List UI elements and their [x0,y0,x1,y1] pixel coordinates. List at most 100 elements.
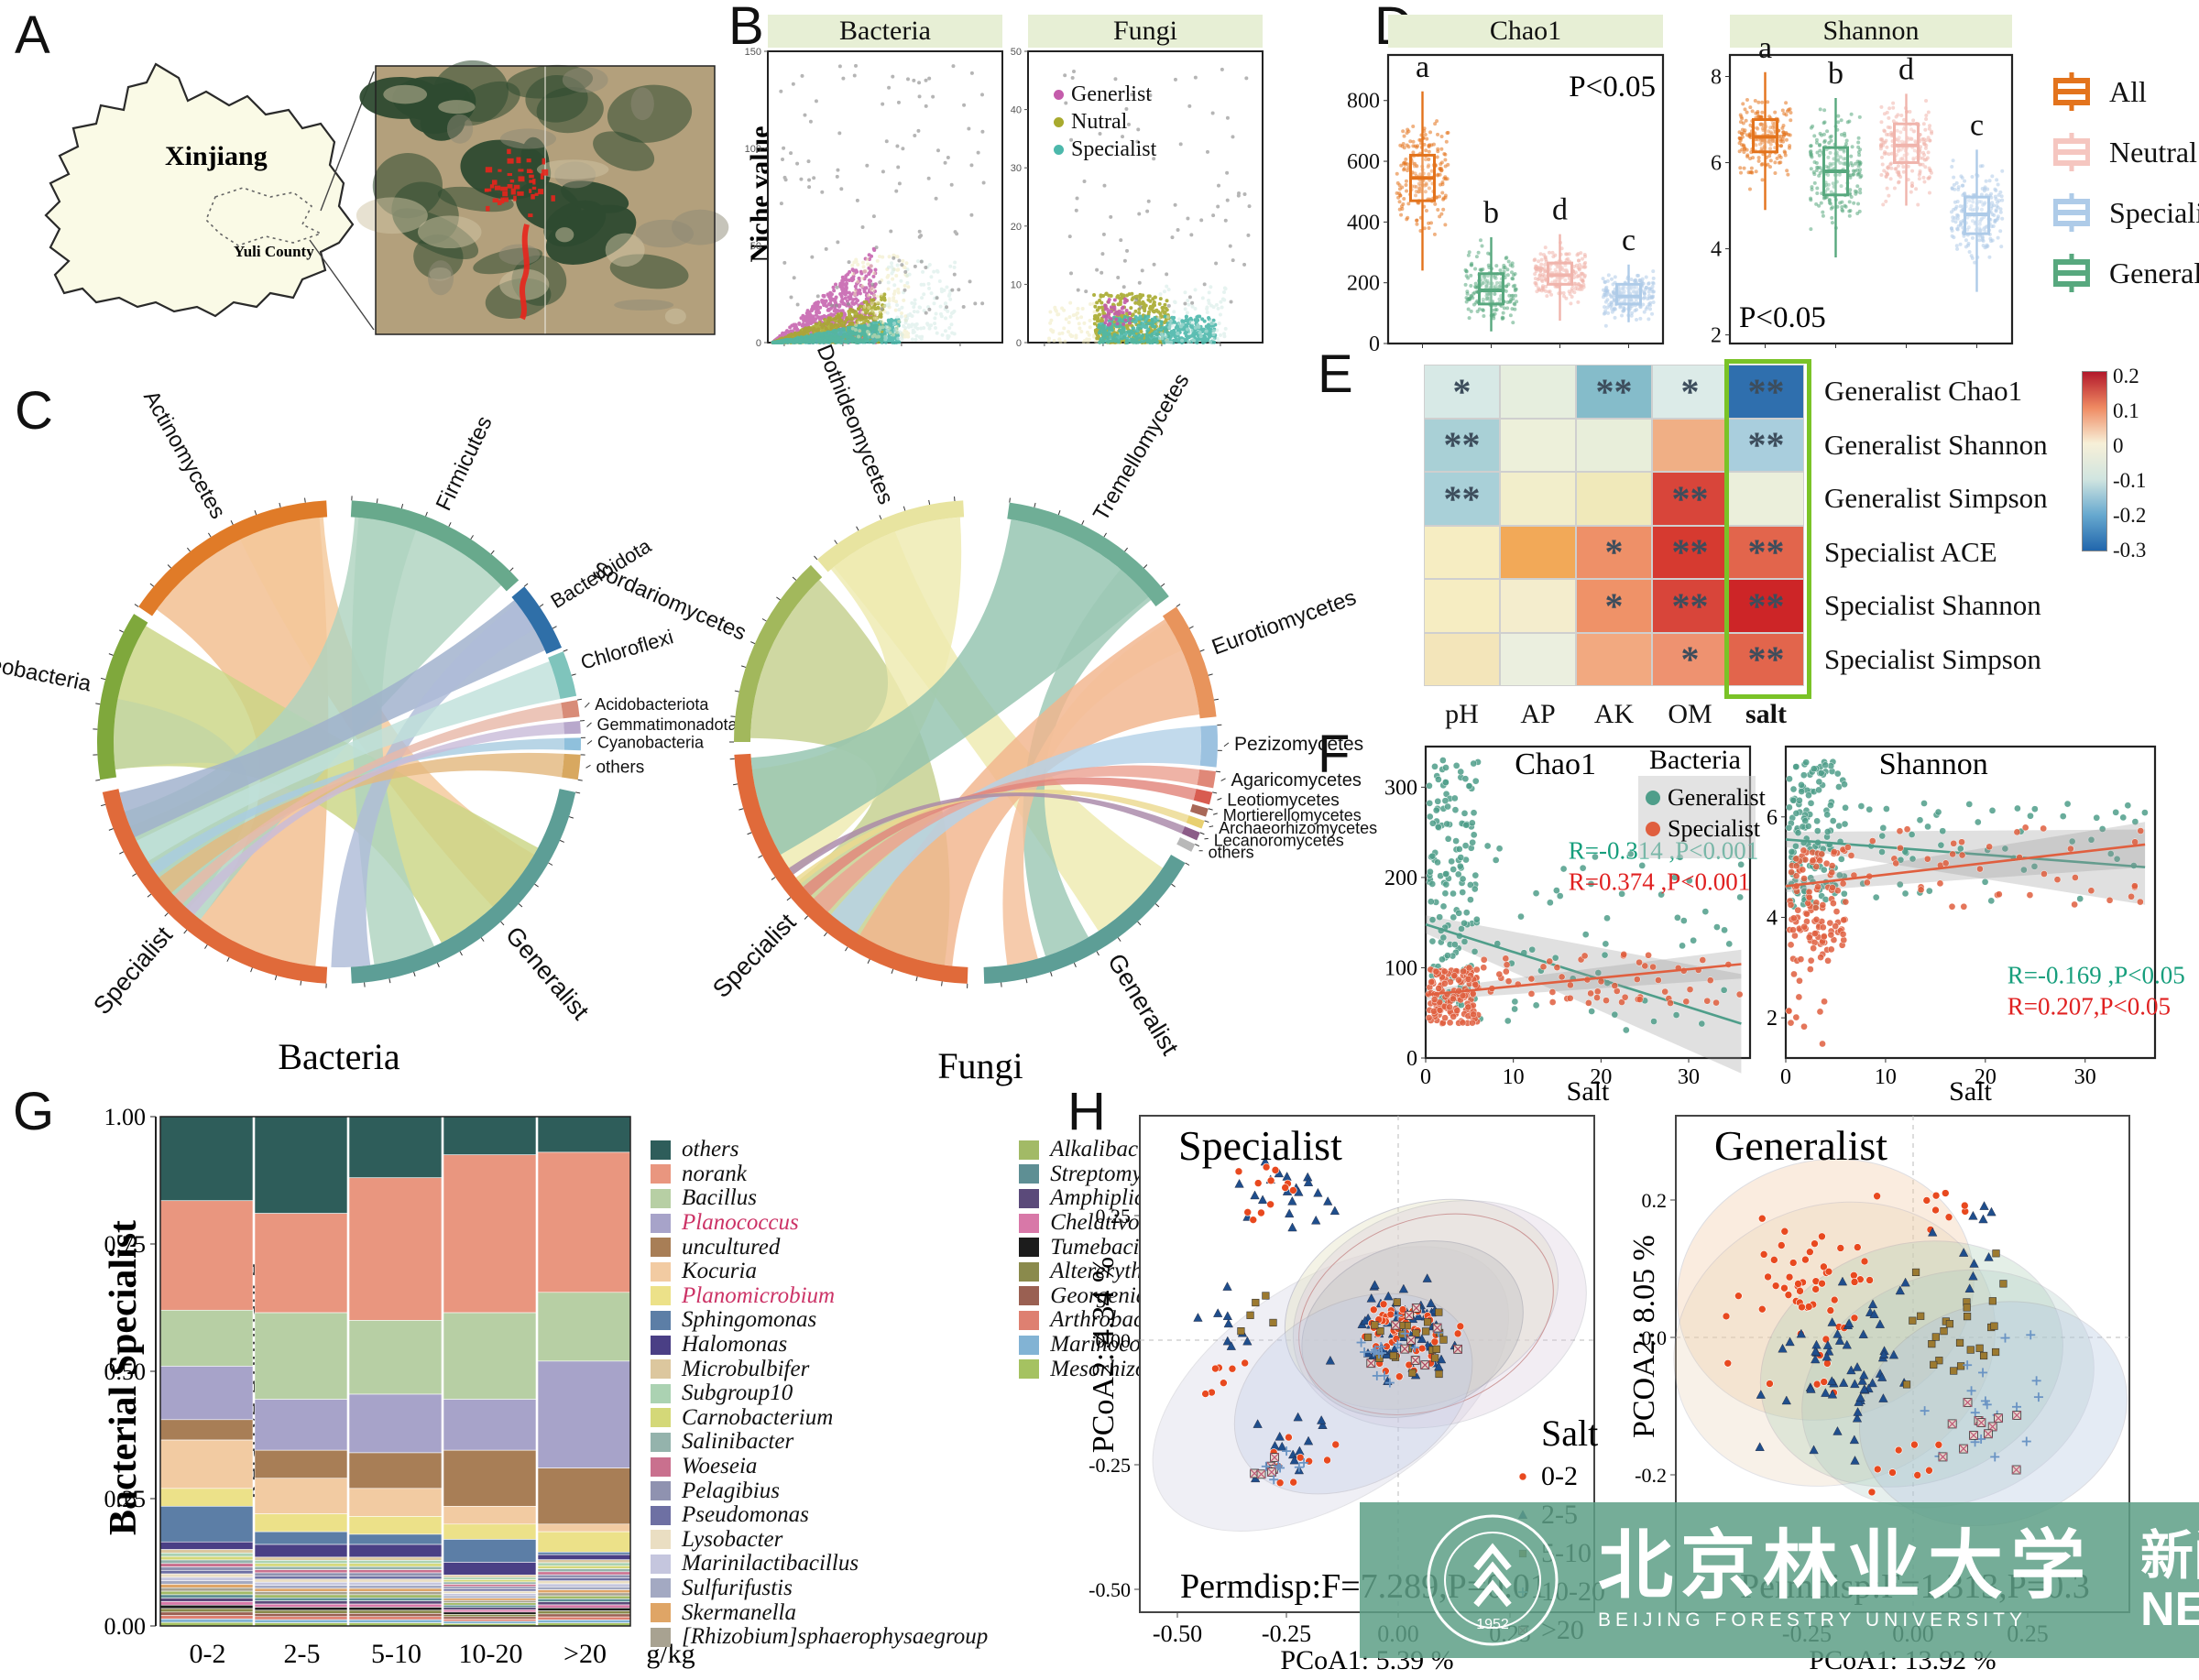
bar-segment-Halomonas [537,1554,631,1561]
chord-arc-Cyanobacteria [563,737,581,751]
xinjiang-label: Xinjiang [165,141,268,171]
bar-segment-Salinibacter [254,1565,348,1570]
trend-line [1785,843,2146,888]
bar-segment-Sphingomonas [159,1506,254,1543]
legend-swatch-icon [651,1213,671,1233]
g-legend-taxon-label: Woeseia [682,1454,758,1479]
colorbar-tick: 0.2 [2113,365,2139,387]
bar-segment-Marinococcus [254,1619,348,1623]
g-legend-taxon-label: Sphingomonas [682,1307,817,1333]
d-legend-label: Specialist [2109,195,2199,229]
heat-row-label: Generalist Chao1 [1824,375,2023,408]
bar-segment-Alkalibacterium [443,1602,537,1606]
pcoa-cluster [1755,1276,1910,1465]
chord-label-Leotiomycetes: Leotiomycetes [1227,791,1340,810]
bar-segment-Sphingomonas [443,1539,537,1563]
seal-year: 1952 [1476,1617,1509,1632]
sig-letter: d [1552,193,1568,227]
chord-arc-Acidobacteriota [561,700,580,719]
g-legend-item: Planococcus [651,1210,988,1236]
h-ytick: 0.0 [1642,1326,1668,1349]
g-legend-item: Microbulbifer [651,1357,988,1381]
pcoa-cluster [1722,1214,1874,1397]
g-legend-item: Marinilactibacillus [651,1551,988,1576]
heat-cell-Generalist-Simpson-AP [1500,472,1576,526]
pcoa-cluster [1938,1398,2022,1475]
bar-segment-Woeseia [537,1571,631,1576]
chord-ribbon [156,517,329,966]
chord-arc-Specialist [734,753,968,984]
bar-segment-Marinococcus [159,1619,254,1623]
bar-segment-Woeseia [254,1569,348,1574]
bar-segment-Alkalibacterium [348,1594,443,1598]
chord-label-Generalist: Generalist [500,922,595,1025]
chord-arc-Firmicutes [350,500,520,592]
chord-label-Mortierellomycetes: Mortierellomycetes [1223,806,1362,824]
bar-segment-Alkalibacterium [254,1594,348,1598]
legend-swatch-icon [651,1481,671,1501]
svg-text:0: 0 [1016,338,1022,349]
heat-col-label: AP [1520,699,1556,729]
g-legend-item: others [651,1137,988,1162]
bar-segment-norank [443,1154,537,1314]
chord-arc-Sordariomycetes [734,564,823,742]
legend-swatch-icon [651,1432,671,1452]
chord-arc-Chloroflexi [548,651,577,700]
bar-segment-Georgenia [443,1616,537,1620]
bar-segment-Arthrobacter [159,1615,254,1620]
bar-segment-Kocuria [254,1478,348,1514]
panel-a-map: Xinjiang Yuli County [44,60,729,335]
chord-label-Specialist: Specialist [88,921,178,1020]
bar-segment-Arthrobacter [537,1616,631,1620]
chord-label-Pezizomycetes: Pezizomycetes [1234,734,1363,755]
watermark-university-cn: 北京林业大学 [1598,1522,2094,1609]
bar-segment-Bacillus [537,1292,631,1362]
heat-cell-Generalist-Shannon-pH: ** [1424,418,1500,472]
g-legend-taxon-label: others [682,1137,739,1162]
bar-segment-Chelativorans [537,1604,631,1609]
h-ytick: 0.00 [1096,1329,1132,1352]
bar-segment-Woeseia [159,1563,254,1567]
legend-swatch-icon [1019,1310,1040,1330]
bar-segment-Arthrobacter [443,1619,537,1622]
chord-ribbon [834,531,1163,932]
g-legend-taxon-label: Planococcus [682,1210,799,1236]
g-legend-item: Sphingomonas [651,1307,988,1333]
heat-cell-Generalist-Shannon-salt: ** [1728,418,1804,472]
bar-segment-Kocuria [348,1488,443,1517]
panel-label-h: H [1067,1082,1106,1141]
bar-segment-Alkalibacterium [537,1595,631,1599]
bar-segment-Subgroup10 [254,1560,348,1565]
legend-swatch-icon [651,1140,671,1160]
bar-segment-Pelagibius [348,1572,443,1576]
correlation-annotation: R=0.207,P<0.05 [2008,992,2171,1020]
g-legend-item: Carnobacterium [651,1405,988,1431]
colorbar-tick: 0.1 [2113,399,2139,422]
bar-segment-Chelativorans [254,1603,348,1608]
h-xtick: -0.50 [1153,1620,1202,1647]
heat-cell-Specialist-ACE-pH [1424,525,1500,579]
bar-segment-Skermanella [443,1598,537,1601]
legend-swatch-icon [1019,1359,1040,1380]
f-legend-title: Bacteria [1649,745,1741,775]
g-legend-taxon-label: Lysobacter [682,1526,783,1552]
legend-swatch-icon [1019,1238,1040,1258]
bar-segment-Halomonas [348,1544,443,1558]
colorbar-tick: -0.1 [2113,469,2147,492]
b-legend-item: Nutral [1054,108,1156,136]
f-xlabel: Salt [1567,1076,1610,1107]
scatter-cluster [1101,297,1132,327]
panel-g-stacked-bars: 1.000.750.500.250.000-2 2-5 5-10 10-20 >20 g/… [104,1104,695,1669]
bar-segment-Marinilactibacillus [254,1581,348,1586]
bar-segment-Lysobacter [348,1578,443,1583]
bar-segment-Sulfurifustis [348,1585,443,1589]
heat-row-label: Specialist Shannon [1824,589,2041,622]
heat-cell-Generalist-Simpson-pH: ** [1424,472,1500,526]
bar-segment-[Rhizobium]sphaerophysaegroup [443,1599,537,1604]
h-legend-title: Salt [1541,1413,1598,1454]
bar-segment-Bacillus [159,1309,254,1367]
bar-segment-Skermanella [159,1584,254,1588]
bar-segment-Altererythrobacter [159,1608,254,1613]
bar-segment-Tumebacillus [443,1611,537,1615]
